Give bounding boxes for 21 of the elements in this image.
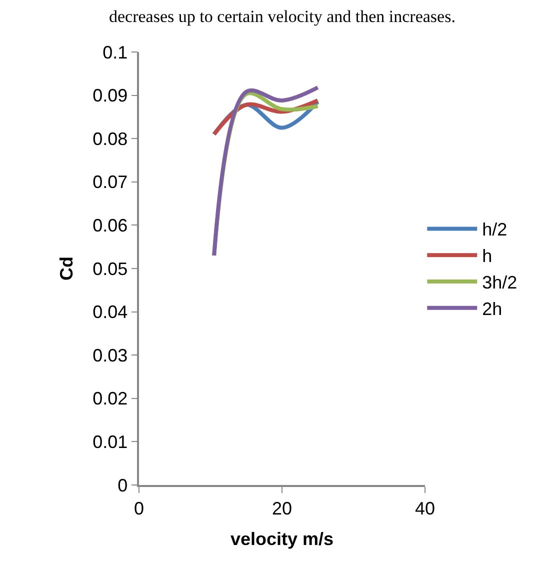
y-tick-label: 0.09 (92, 86, 128, 106)
legend-label: 3h/2 (482, 272, 518, 293)
legend-label: 2h (482, 298, 502, 319)
legend-label: h/2 (482, 220, 508, 240)
y-tick-label: 0 (118, 475, 128, 496)
y-tick-label: 0.07 (92, 172, 128, 192)
y-tick-label: 0.08 (92, 128, 128, 149)
y-tick-label: 0.02 (92, 388, 128, 409)
text: decreases up to certain velocity and then increases. (109, 7, 456, 26)
y-tick-label: 0.1 (102, 42, 128, 62)
y-tick-label: 0.03 (92, 345, 128, 366)
legend-label: h (482, 246, 492, 266)
y-tick-label: 0.04 (92, 302, 128, 322)
x-tick-label: 20 (272, 498, 292, 518)
y-tick-label: 0.01 (92, 432, 128, 452)
x-axis-title: velocity m/s (230, 528, 334, 549)
y-tick-label: 0.06 (92, 216, 128, 236)
y-tick-label: 0.05 (92, 258, 128, 279)
x-tick-label: 0 (134, 498, 144, 518)
y-axis-title: Cd (56, 256, 76, 280)
x-tick-label: 40 (414, 498, 436, 518)
